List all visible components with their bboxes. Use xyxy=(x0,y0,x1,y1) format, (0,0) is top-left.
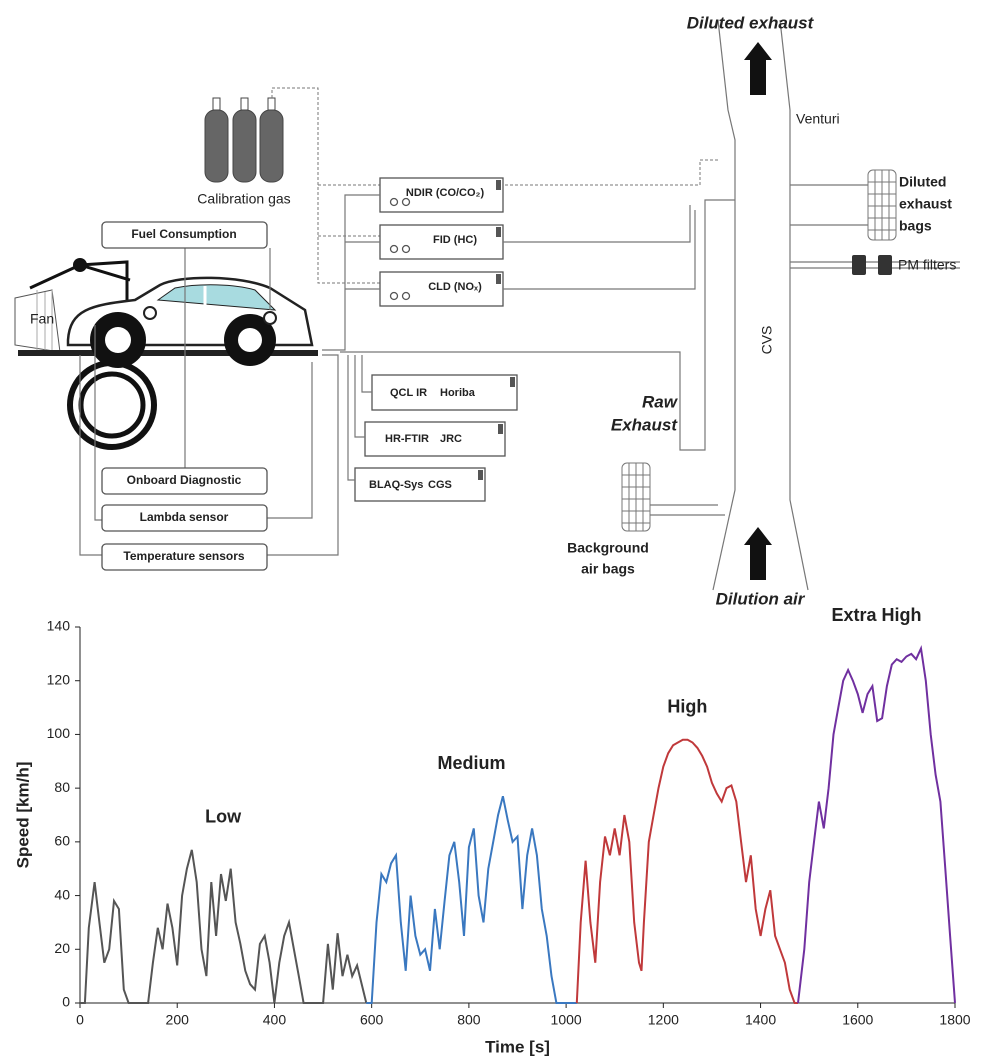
shape xyxy=(403,246,410,253)
phase-label: Medium xyxy=(438,753,506,773)
gas-line xyxy=(272,88,868,283)
shape xyxy=(238,328,262,352)
y-tick-label: 0 xyxy=(62,994,70,1010)
y-tick-label: 40 xyxy=(54,886,70,902)
label: Diluted exhaust xyxy=(687,13,815,32)
shape xyxy=(241,98,248,110)
phase-label: Low xyxy=(205,807,242,827)
shape xyxy=(510,377,515,387)
x-tick-label: 400 xyxy=(263,1012,287,1028)
label: Venturi xyxy=(796,111,840,127)
label: Dilution air xyxy=(716,589,806,608)
label: Background xyxy=(567,540,649,556)
y-tick-label: 20 xyxy=(54,940,70,956)
label: BLAQ-Sys xyxy=(369,479,423,491)
label: Temperature sensors xyxy=(123,549,244,563)
arrow xyxy=(744,42,772,95)
phase-label: Extra High xyxy=(831,605,921,625)
label: Horiba xyxy=(440,387,476,399)
shape xyxy=(498,424,503,434)
x-tick-label: 200 xyxy=(166,1012,190,1028)
filter xyxy=(878,255,892,275)
x-tick-label: 0 xyxy=(76,1012,84,1028)
y-tick-label: 100 xyxy=(47,725,71,741)
shape xyxy=(496,274,501,284)
y-tick-label: 120 xyxy=(47,671,71,687)
label: QCL IR xyxy=(390,387,427,399)
speed-line xyxy=(80,850,366,1003)
shape xyxy=(391,293,398,300)
label: Calibration gas xyxy=(197,191,290,207)
shape xyxy=(268,98,275,110)
tunnel-wall xyxy=(780,20,808,590)
label: Raw xyxy=(642,392,679,411)
speed-line xyxy=(366,796,577,1003)
label: Lambda sensor xyxy=(140,510,229,524)
y-axis-label: Speed [km/h] xyxy=(13,762,32,869)
arrow xyxy=(744,527,772,580)
shape xyxy=(868,170,896,240)
label: CVS xyxy=(759,326,775,355)
page: {"diagram": { "diluted_exhaust": "Dilute… xyxy=(0,0,989,1062)
shape xyxy=(622,463,650,531)
label: CLD (NOₓ) xyxy=(428,281,482,293)
shape xyxy=(205,110,228,182)
shape xyxy=(260,110,283,182)
shape xyxy=(233,110,256,182)
shape xyxy=(391,246,398,253)
shape xyxy=(105,327,131,353)
label: FID (HC) xyxy=(433,234,477,246)
figure: Diluted exhaust Venturi CVS Dilution air… xyxy=(0,0,989,1062)
label: Onboard Diagnostic xyxy=(127,473,242,487)
cylinders xyxy=(205,98,283,182)
speed-line xyxy=(798,649,955,1004)
x-tick-label: 600 xyxy=(360,1012,384,1028)
label: Exhaust xyxy=(611,415,678,434)
phase-label: High xyxy=(667,697,707,717)
x-tick-label: 1400 xyxy=(745,1012,776,1028)
shape xyxy=(403,293,410,300)
x-tick-label: 1800 xyxy=(939,1012,970,1028)
shape xyxy=(264,312,276,324)
filter xyxy=(852,255,866,275)
shape xyxy=(73,258,87,272)
label: bags xyxy=(899,218,932,234)
label: HR-FTIR xyxy=(385,433,429,445)
x-tick-label: 800 xyxy=(457,1012,481,1028)
label: JRC xyxy=(440,433,462,445)
x-tick-label: 1200 xyxy=(648,1012,679,1028)
label: Fan xyxy=(30,311,54,327)
analyzers xyxy=(355,178,517,501)
x-tick-label: 1600 xyxy=(842,1012,873,1028)
shape xyxy=(144,307,156,319)
x-axis-label: Time [s] xyxy=(485,1037,550,1056)
shape xyxy=(81,374,143,436)
shape xyxy=(403,199,410,206)
shape xyxy=(478,470,483,480)
label: NDIR (CO/CO₂) xyxy=(406,187,485,199)
label: air bags xyxy=(581,561,635,577)
shape xyxy=(213,98,220,110)
shape xyxy=(496,180,501,190)
shape xyxy=(391,199,398,206)
y-tick-label: 60 xyxy=(54,833,70,849)
label: exhaust xyxy=(899,196,952,212)
y-tick-label: 140 xyxy=(47,618,71,634)
y-tick-label: 80 xyxy=(54,779,70,795)
label: PM filters xyxy=(898,257,956,273)
speed-line xyxy=(577,740,798,1003)
label: Diluted xyxy=(899,174,946,190)
label: Fuel Consumption xyxy=(131,227,236,241)
label: CGS xyxy=(428,479,452,491)
shape xyxy=(496,227,501,237)
x-tick-label: 1000 xyxy=(551,1012,582,1028)
